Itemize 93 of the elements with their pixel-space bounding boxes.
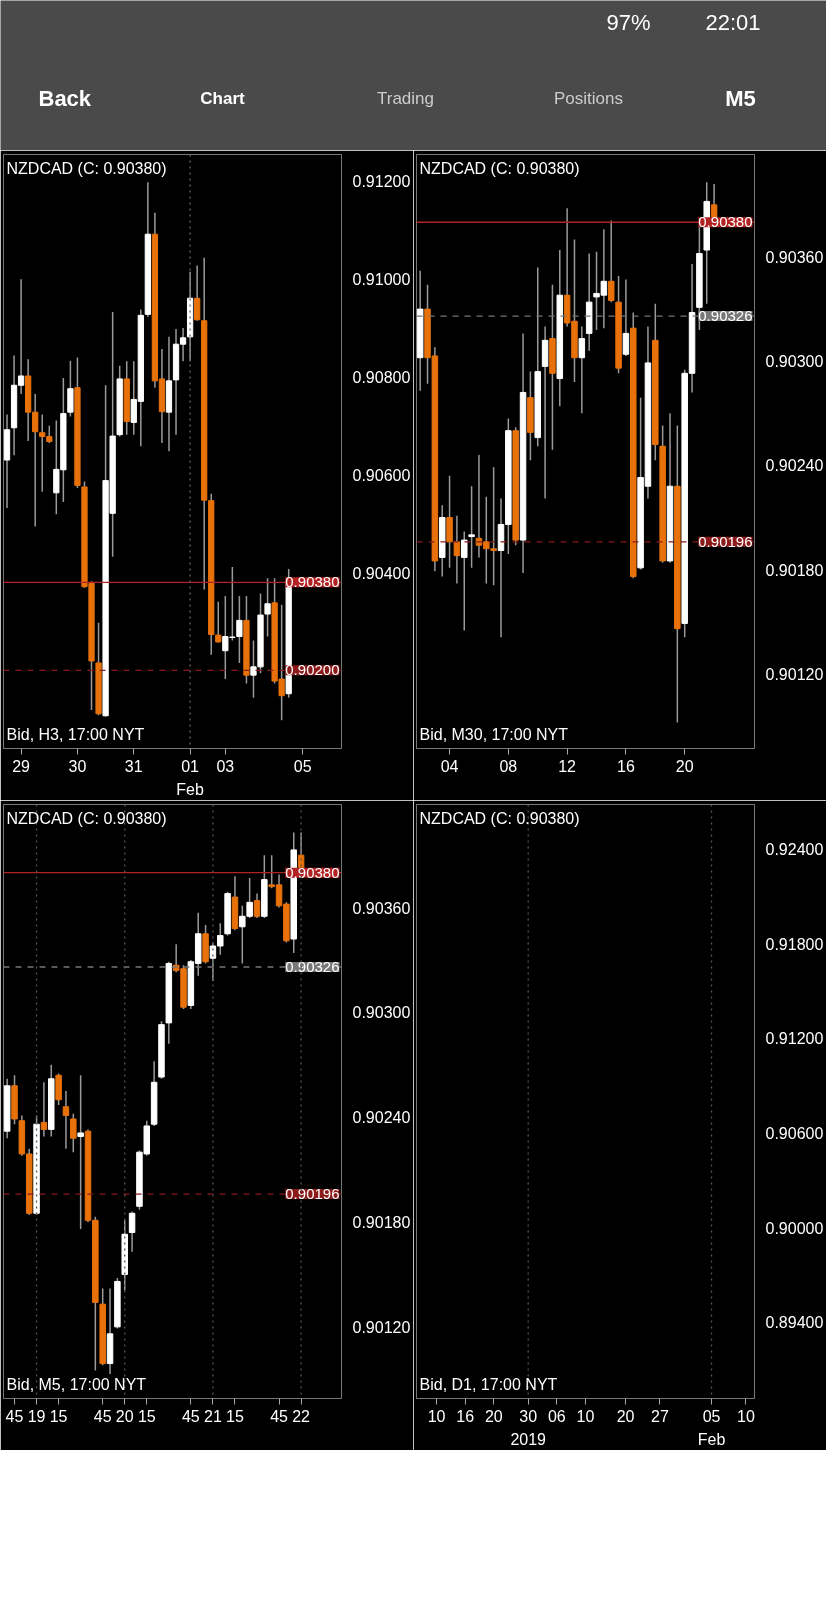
ref-line-label: 0.90326: [285, 957, 340, 975]
ref-line-label: 0.90196: [285, 1185, 340, 1203]
x-tick-label: 30: [519, 1407, 538, 1425]
x-tick-label: 19: [27, 1407, 46, 1425]
x-tick-label: 45: [270, 1407, 289, 1425]
text: 22:01: [705, 10, 761, 35]
y-tick-label: 0.90800: [352, 368, 411, 386]
x-tick-label: 45: [5, 1407, 24, 1425]
candlestick: [40, 1081, 48, 1138]
x-tick-label: 08: [499, 757, 518, 775]
y-tick-label: 0.90600: [765, 1124, 824, 1142]
x-tick-label: 20: [675, 757, 694, 775]
text: Bid, M5, 17:00 NYT: [6, 1375, 147, 1393]
x-tick-label: 22: [292, 1407, 311, 1425]
y-tick-label: 0.91800: [765, 935, 824, 953]
x-tick-label: 45: [93, 1407, 112, 1425]
ref-line-label: Feb: [176, 780, 204, 798]
candlestick: [468, 485, 475, 569]
x-tick-label: 20: [616, 1407, 635, 1425]
y-tick-label: 0.90120: [765, 665, 824, 683]
candlestick: [622, 278, 630, 357]
ref-line-label: 0.90380: [285, 573, 340, 591]
y-tick-label: 0.90300: [765, 353, 824, 371]
chart-title: NZDCAD (C: 0.90380): [419, 809, 580, 827]
x-tick-label: 01: [181, 757, 200, 775]
x-tick-label: 15: [137, 1407, 156, 1425]
text: M5: [725, 86, 756, 111]
x-tick-label: 03: [216, 757, 235, 775]
y-tick-label: 0.90240: [765, 457, 824, 475]
y-tick-label: 0.91200: [352, 173, 411, 191]
y-tick-label: 0.90000: [765, 1219, 824, 1237]
x-tick-label: 16: [456, 1407, 475, 1425]
y-tick-label: 0.89400: [765, 1314, 824, 1332]
x-tick-label: 16: [617, 757, 635, 775]
ref-line-label: 2019: [510, 1430, 547, 1448]
candlestick: [578, 325, 586, 415]
y-tick-label: 0.90180: [765, 561, 824, 579]
ref-line-label: 0.90380: [285, 863, 340, 881]
ref-line-label: 0.90196: [698, 532, 753, 550]
y-tick-label: 0.90360: [765, 248, 824, 266]
chart-title: NZDCAD (C: 0.90380): [6, 809, 167, 827]
x-tick-label: 05: [293, 757, 312, 775]
y-tick-label: 0.90120: [352, 1318, 411, 1336]
text: Bid, M30, 17:00 NYT: [419, 725, 569, 743]
y-tick-label: 0.91000: [352, 271, 411, 289]
candlestick: [194, 264, 201, 322]
ref-line-label: 0.90380: [698, 213, 753, 231]
x-tick-label: 04: [440, 757, 459, 775]
x-tick-label: 12: [558, 757, 577, 775]
chart-title: NZDCAD (C: 0.90380): [6, 159, 167, 177]
x-tick-label: 10: [427, 1407, 446, 1425]
y-tick-label: 0.90180: [352, 1214, 411, 1232]
x-tick-label: 30: [68, 757, 87, 775]
y-tick-label: 0.90240: [352, 1109, 411, 1127]
candlestick: [67, 360, 74, 418]
ref-line-label: 0.90200: [285, 661, 340, 679]
x-tick-label: 21: [204, 1407, 222, 1425]
y-tick-label: 0.90360: [352, 899, 411, 917]
x-tick-label: 29: [12, 757, 31, 775]
ref-line-label: 0.90326: [698, 307, 753, 325]
chart-title: NZDCAD (C: 0.90380): [419, 159, 580, 177]
x-tick-label: 06: [547, 1407, 566, 1425]
x-tick-label: 05: [702, 1407, 721, 1425]
y-tick-label: 0.91200: [765, 1030, 824, 1048]
candlestick: [70, 1112, 77, 1153]
text: 97%: [606, 10, 651, 35]
y-tick-label: 0.92400: [765, 840, 824, 858]
x-tick-label: 15: [226, 1407, 244, 1425]
ref-line-label: Feb: [697, 1430, 726, 1448]
y-tick-label: 0.90400: [352, 564, 411, 582]
text: Chart: [200, 89, 246, 108]
candlestick: [607, 219, 615, 303]
candlestick: [62, 1090, 70, 1150]
candlestick: [77, 1074, 84, 1230]
candlestick: [264, 577, 271, 638]
x-tick-label: 20: [484, 1407, 503, 1425]
candlestick: [128, 1210, 136, 1253]
x-tick-label: 10: [576, 1407, 595, 1425]
text: Bid, D1, 17:00 NYT: [419, 1375, 558, 1393]
x-tick-label: 31: [124, 757, 143, 775]
text: Bid, H3, 17:00 NYT: [6, 725, 145, 743]
text: Positions: [554, 89, 623, 108]
y-tick-label: 0.90300: [352, 1004, 411, 1022]
text: Trading: [377, 89, 435, 108]
x-tick-label: 45: [181, 1407, 200, 1425]
candlestick: [461, 530, 468, 632]
y-tick-label: 0.90600: [352, 466, 411, 484]
x-tick-label: 27: [651, 1407, 669, 1425]
text: Back: [38, 86, 92, 111]
candlestick: [253, 892, 261, 919]
x-tick-label: 10: [737, 1407, 755, 1425]
x-tick-label: 20: [115, 1407, 134, 1425]
x-tick-label: 15: [49, 1407, 68, 1425]
